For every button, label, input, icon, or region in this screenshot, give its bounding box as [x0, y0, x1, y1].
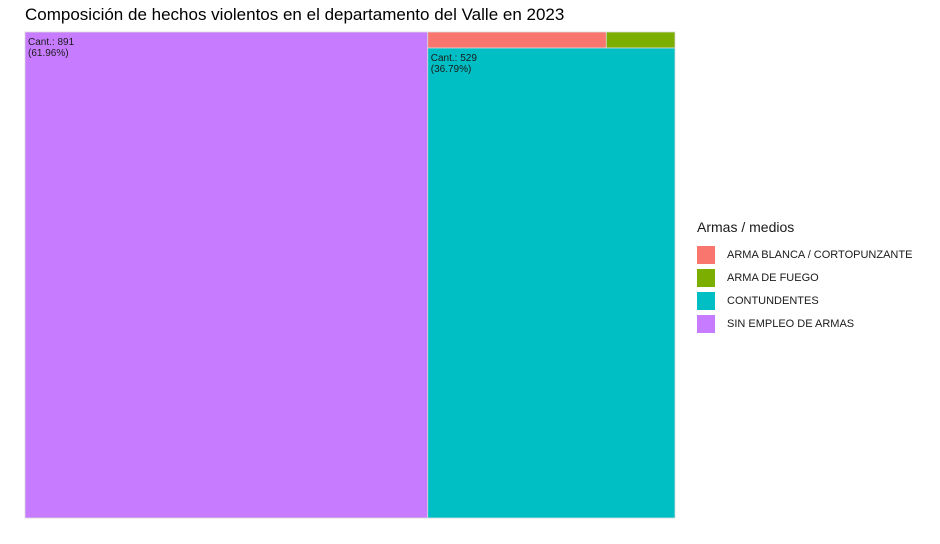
legend-label: CONTUNDENTES [727, 294, 819, 307]
tile-sin-empleo-de-armas [24, 31, 429, 519]
tile-arma-blanca-cortopunzante [427, 31, 607, 49]
tile-label-percent: (61.96%) [28, 48, 69, 59]
legend-title: Armas / medios [697, 219, 795, 235]
legend-item-arma-de-fuego: ARMA DE FUEGO [697, 266, 912, 289]
legend-item-arma-blanca-cortopunzante: ARMA BLANCA / CORTOPUNZANTE [697, 243, 912, 266]
tile-label-count: Cant.: 529 [431, 53, 478, 64]
legend-label: ARMA BLANCA / CORTOPUNZANTE [727, 248, 913, 261]
tile-arma-de-fuego [605, 31, 676, 49]
legend-key-swatch [697, 268, 715, 287]
legend-item-sin-empleo-de-armas: SIN EMPLEO DE ARMAS [697, 312, 912, 335]
legend-item-contundentes: CONTUNDENTES [697, 289, 912, 312]
legend: Armas / medios ARMA BLANCA / CORTOPUNZAN… [697, 219, 912, 335]
legend-key-swatch [697, 291, 715, 310]
legend-label: ARMA DE FUEGO [727, 271, 819, 284]
tile-label-percent: (36.79%) [431, 64, 472, 75]
legend-key-swatch [697, 314, 715, 333]
legend-label: SIN EMPLEO DE ARMAS [727, 317, 855, 330]
tile-contundentes [427, 47, 676, 519]
chart-title: Composición de hechos violentos en el de… [25, 5, 565, 24]
legend-key-swatch [697, 245, 715, 264]
legend-items: ARMA BLANCA / CORTOPUNZANTE ARMA DE FUEGO… [697, 243, 912, 335]
tile-label-count: Cant.: 891 [28, 37, 75, 48]
